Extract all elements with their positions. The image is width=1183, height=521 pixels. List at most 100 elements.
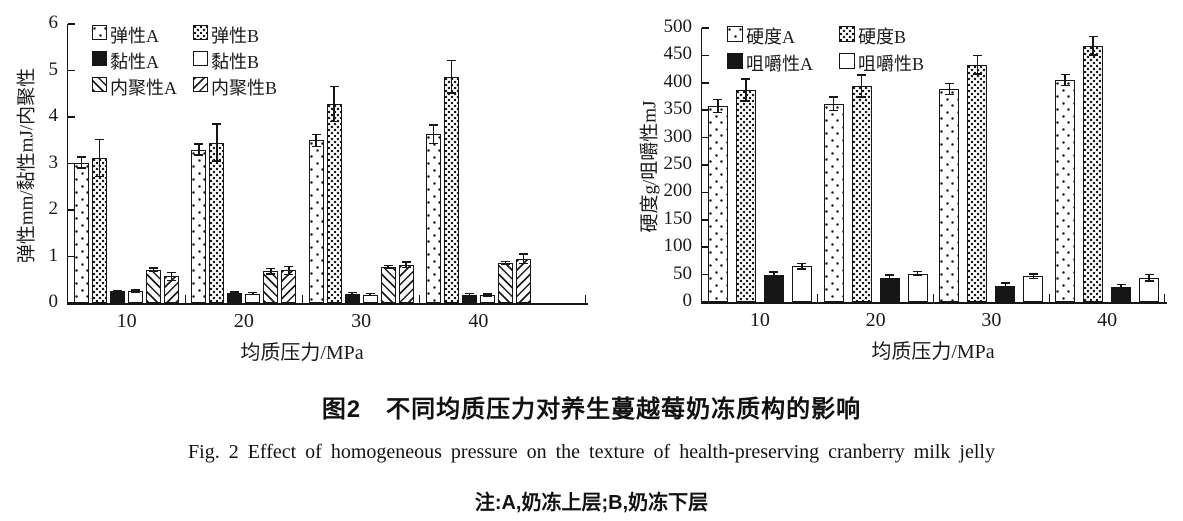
legend-swatch-咀嚼性B <box>839 53 855 69</box>
error-cap-bottom <box>212 160 222 162</box>
error-bar <box>216 123 218 162</box>
error-cap-top <box>972 54 982 57</box>
error-cap-bottom <box>167 279 177 281</box>
x-minor-tick <box>1048 294 1050 302</box>
y-tick <box>702 82 709 84</box>
error-cap-bottom <box>329 120 339 123</box>
bar-内聚性A-30MPa <box>380 266 396 303</box>
y-tick-label: 0 <box>682 290 693 311</box>
bar-弹性B-30MPa <box>326 103 342 303</box>
bar-弹性B-10MPa <box>92 157 108 303</box>
error-bar <box>432 124 435 144</box>
error-cap-top <box>857 74 867 76</box>
legend-swatch-黏性B <box>193 51 208 66</box>
x-axis <box>700 302 1167 304</box>
error-cap-top <box>713 98 723 100</box>
error-cap-bottom <box>149 270 159 272</box>
y-tick <box>702 191 709 194</box>
error-bar <box>1064 74 1066 86</box>
error-cap-bottom <box>446 92 456 94</box>
y-axis-title: 弹性mm/黏性mJ/内聚性 <box>16 67 38 263</box>
error-cap-top <box>446 59 456 61</box>
error-cap-bottom <box>95 175 105 178</box>
y-tick <box>68 69 75 72</box>
figure-caption-zh: 图2 不同均质压力对养生蔓越莓奶冻质构的影响 <box>321 396 862 423</box>
x-minor-tick <box>419 295 421 303</box>
error-cap-top <box>1028 273 1038 275</box>
bar-黏性A-10MPa <box>110 291 126 303</box>
y-tick <box>702 164 709 166</box>
x-minor-tick <box>301 295 304 303</box>
error-cap-top <box>401 261 411 263</box>
error-bar <box>198 143 200 156</box>
legend-swatch-内聚性B <box>193 77 208 92</box>
error-cap-bottom <box>500 263 510 266</box>
error-cap-bottom <box>401 266 411 269</box>
x-tick-label: 30 <box>351 310 372 332</box>
error-bar <box>252 292 254 295</box>
legend-label-黏性A: 黏性A <box>110 52 159 72</box>
bar-弹性A-30MPa <box>308 140 324 303</box>
y-tick-label: 0 <box>48 291 59 312</box>
bar-弹性B-20MPa <box>209 142 225 303</box>
x-axis-title: 均质压力/MPa <box>871 341 995 363</box>
y-tick <box>702 219 709 221</box>
legend-swatch-内聚性A <box>92 77 107 92</box>
legend-swatch-弹性B <box>193 25 208 40</box>
error-cap-top <box>1144 273 1154 276</box>
x-minor-tick <box>184 295 186 303</box>
y-axis <box>66 24 68 303</box>
y-tick <box>68 209 75 211</box>
x-tick-label: 10 <box>116 310 137 332</box>
error-cap-bottom <box>972 73 982 75</box>
bar-硬度B-30MPa <box>967 64 988 302</box>
bar-咀嚼性B-10MPa <box>791 266 812 302</box>
error-cap-bottom <box>347 293 357 296</box>
bar-咀嚼性B-30MPa <box>1023 276 1044 302</box>
error-cap-bottom <box>194 154 204 156</box>
bar-内聚性B-20MPa <box>281 270 297 303</box>
error-bar <box>1092 36 1094 55</box>
error-cap-top <box>284 265 294 267</box>
error-cap-top <box>428 124 438 126</box>
error-cap-bottom <box>1144 280 1154 282</box>
bar-硬度B-40MPa <box>1083 45 1104 302</box>
y-tick-label: 2 <box>48 198 59 219</box>
error-cap-top <box>913 270 923 272</box>
error-bar <box>1032 274 1035 279</box>
error-cap-top <box>347 292 357 294</box>
bar-内聚性B-40MPa <box>515 258 531 303</box>
error-cap-bottom <box>797 268 807 270</box>
bar-内聚性A-20MPa <box>263 271 279 303</box>
figure-caption-en: Fig. 2 Effect of homogeneous pressure on… <box>188 441 995 463</box>
error-bar <box>773 271 775 278</box>
error-cap-bottom <box>885 279 895 282</box>
y-tick <box>702 54 709 57</box>
legend-label-咀嚼性A: 咀嚼性A <box>746 54 813 74</box>
x-axis-end-tick <box>1163 294 1165 302</box>
error-cap-bottom <box>829 109 839 111</box>
y-tick-label: 3 <box>48 151 59 173</box>
y-tick <box>702 246 709 248</box>
bar-弹性B-40MPa <box>443 76 459 303</box>
y-tick-label: 6 <box>48 12 59 33</box>
y-tick-label: 250 <box>663 153 693 174</box>
error-cap-top <box>1116 283 1126 286</box>
error-cap-bottom <box>944 93 954 95</box>
x-axis-title: 均质压力/MPa <box>240 342 364 364</box>
legend-label-弹性A: 弹性A <box>110 26 159 46</box>
error-bar <box>80 156 83 169</box>
error-cap-bottom <box>482 295 492 297</box>
bar-内聚性B-30MPa <box>398 264 414 303</box>
error-bar <box>98 139 101 177</box>
error-cap-top <box>230 291 240 293</box>
error-cap-bottom <box>1088 54 1098 56</box>
y-tick-label: 5 <box>48 58 59 80</box>
y-tick-label: 500 <box>663 16 693 37</box>
error-bar <box>170 272 173 281</box>
bar-硬度A-30MPa <box>939 88 960 302</box>
bar-内聚性A-10MPa <box>146 269 162 303</box>
error-cap-top <box>741 78 751 80</box>
bar-咀嚼性B-20MPa <box>907 273 928 302</box>
